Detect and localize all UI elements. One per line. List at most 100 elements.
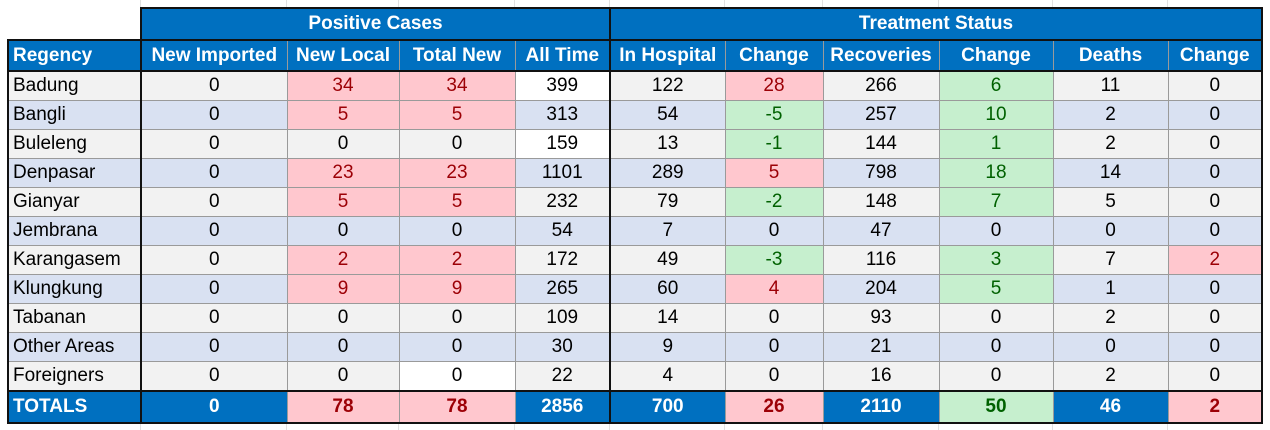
cell-hospital-change[interactable]: -5 [724,100,824,130]
cell-all-time[interactable]: 313 [514,100,611,130]
cell-new-local[interactable]: 0 [286,216,400,246]
cell-new-local[interactable]: 0 [286,129,400,159]
cell-regency[interactable]: Gianyar [7,187,142,217]
header-deaths[interactable]: Deaths [1052,39,1169,72]
cell-hospital-change[interactable]: 28 [724,70,824,101]
cell-all-time[interactable]: 54 [514,216,611,246]
cell-regency[interactable]: Badung [7,70,142,101]
cell-recoveries[interactable]: 144 [822,129,940,159]
cell-deaths-change[interactable]: 0 [1167,361,1263,392]
cell-regency[interactable]: Karangasem [7,245,142,275]
cell-new-imported[interactable]: 0 [140,216,288,246]
cell-recoveries[interactable]: 266 [822,70,940,101]
cell-new-local[interactable]: 5 [286,100,400,130]
total-hospital-change[interactable]: 26 [724,390,824,424]
total-total-new[interactable]: 78 [398,390,516,424]
cell-recoveries-change[interactable]: 3 [938,245,1054,275]
header-deaths-change[interactable]: Change [1167,39,1263,72]
cell-total-new[interactable]: 0 [398,303,516,333]
cell-in-hospital[interactable]: 54 [609,100,726,130]
cell-total-new[interactable]: 5 [398,100,516,130]
header-new-imported[interactable]: New Imported [140,39,288,72]
cell-new-imported[interactable]: 0 [140,332,288,362]
total-recoveries[interactable]: 2110 [822,390,940,424]
cell-total-new[interactable]: 34 [398,70,516,101]
cell-new-imported[interactable]: 0 [140,187,288,217]
cell-deaths[interactable]: 11 [1052,70,1169,101]
cell-hospital-change[interactable]: -1 [724,129,824,159]
cell-deaths-change[interactable]: 0 [1167,332,1263,362]
cell-deaths-change[interactable]: 0 [1167,216,1263,246]
cell-new-imported[interactable]: 0 [140,245,288,275]
cell-total-new[interactable]: 0 [398,129,516,159]
cell-hospital-change[interactable]: 5 [724,158,824,188]
cell-deaths[interactable]: 0 [1052,216,1169,246]
cell-deaths[interactable]: 5 [1052,187,1169,217]
cell-hospital-change[interactable]: -2 [724,187,824,217]
treatment-status-group-header[interactable]: Treatment Status [609,7,1263,41]
cell-new-imported[interactable]: 0 [140,274,288,304]
cell-deaths[interactable]: 2 [1052,303,1169,333]
cell-total-new[interactable]: 9 [398,274,516,304]
cell-deaths[interactable]: 2 [1052,100,1169,130]
cell-all-time[interactable]: 109 [514,303,611,333]
total-recoveries-change[interactable]: 50 [938,390,1054,424]
cell-deaths[interactable]: 0 [1052,332,1169,362]
cell-deaths[interactable]: 2 [1052,361,1169,392]
cell-recoveries-change[interactable]: 18 [938,158,1054,188]
cell-in-hospital[interactable]: 49 [609,245,726,275]
cell-deaths-change[interactable]: 2 [1167,245,1263,275]
cell-total-new[interactable]: 0 [398,216,516,246]
cell-new-imported[interactable]: 0 [140,129,288,159]
cell-recoveries[interactable]: 798 [822,158,940,188]
total-new-local[interactable]: 78 [286,390,400,424]
cell-new-imported[interactable]: 0 [140,158,288,188]
cell-recoveries[interactable]: 16 [822,361,940,392]
cell-regency[interactable]: Other Areas [7,332,142,362]
cell-recoveries-change[interactable]: 6 [938,70,1054,101]
total-new-imported[interactable]: 0 [140,390,288,424]
cell-deaths[interactable]: 14 [1052,158,1169,188]
cell-deaths-change[interactable]: 0 [1167,303,1263,333]
cell-hospital-change[interactable]: 0 [724,216,824,246]
cell-in-hospital[interactable]: 122 [609,70,726,101]
cell-all-time[interactable]: 30 [514,332,611,362]
cell-hospital-change[interactable]: 4 [724,274,824,304]
cell-all-time[interactable]: 172 [514,245,611,275]
cell-recoveries-change[interactable]: 0 [938,216,1054,246]
cell-new-imported[interactable]: 0 [140,361,288,392]
cell-regency[interactable]: Buleleng [7,129,142,159]
positive-cases-group-header[interactable]: Positive Cases [140,7,611,41]
cell-in-hospital[interactable]: 4 [609,361,726,392]
cell-new-local[interactable]: 5 [286,187,400,217]
header-total-new[interactable]: Total New [398,39,516,72]
cell-new-local[interactable]: 9 [286,274,400,304]
cell-hospital-change[interactable]: 0 [724,332,824,362]
cell-recoveries[interactable]: 204 [822,274,940,304]
cell-total-new[interactable]: 23 [398,158,516,188]
cell-deaths-change[interactable]: 0 [1167,70,1263,101]
cell-in-hospital[interactable]: 14 [609,303,726,333]
cell-total-new[interactable]: 0 [398,361,516,392]
cell-recoveries-change[interactable]: 5 [938,274,1054,304]
cell-recoveries-change[interactable]: 0 [938,332,1054,362]
cell-recoveries-change[interactable]: 1 [938,129,1054,159]
cell-new-local[interactable]: 0 [286,332,400,362]
cell-recoveries[interactable]: 116 [822,245,940,275]
cell-new-local[interactable]: 0 [286,361,400,392]
cell-deaths[interactable]: 2 [1052,129,1169,159]
cell-new-local[interactable]: 0 [286,303,400,333]
cell-in-hospital[interactable]: 7 [609,216,726,246]
total-all-time[interactable]: 2856 [514,390,611,424]
cell-regency[interactable]: Foreigners [7,361,142,392]
cell-deaths[interactable]: 7 [1052,245,1169,275]
cell-total-new[interactable]: 2 [398,245,516,275]
cell-all-time[interactable]: 399 [514,70,611,101]
cell-recoveries-change[interactable]: 0 [938,303,1054,333]
empty-corner-cell[interactable] [8,8,142,41]
cell-all-time[interactable]: 265 [514,274,611,304]
cell-recoveries[interactable]: 47 [822,216,940,246]
cell-recoveries[interactable]: 93 [822,303,940,333]
cell-in-hospital[interactable]: 9 [609,332,726,362]
cell-deaths-change[interactable]: 0 [1167,274,1263,304]
